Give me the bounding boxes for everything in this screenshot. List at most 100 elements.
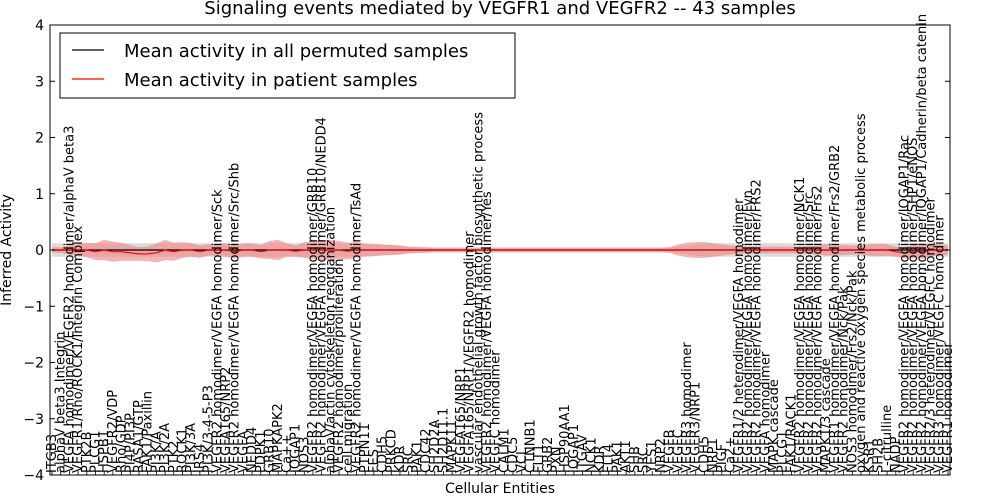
x-category-label: VEGFR2 homodimer/VEGFA homodimer/GRB10 — [306, 168, 321, 473]
x-category-label: PI3K/3A — [184, 423, 199, 473]
x-category-label: GRB10 — [262, 428, 277, 473]
y-tick-label: 3 — [35, 74, 44, 90]
x-category-label: FES — [367, 449, 382, 473]
y-tick-label: 1 — [35, 187, 44, 203]
x-category-label: KSR1 — [863, 439, 878, 473]
x-category-label: HSPB1 — [97, 430, 112, 473]
x-category-label: VEGFA165/NRP1/VEGFR2 homodimer — [463, 231, 478, 473]
x-category-label: MAPK1/3 cascade — [819, 358, 834, 473]
x-category-label: VEGFR1/Rho/ROCK1/Integrin Complex — [71, 225, 86, 473]
x-category-label: VEGFR3 homodimer — [680, 342, 695, 473]
x-category-label: NRP1 — [706, 438, 721, 473]
x-category-label: VEGFR1 homodimer — [941, 342, 956, 473]
x-category-label: VEGFR2 homodimer/VEGFA homodimer/Src — [802, 192, 817, 473]
x-category-label: VEGFR2 homodimer/VEGFA homodimer/Fyn — [741, 190, 756, 473]
x-category-label: IRS4 — [193, 444, 208, 473]
x-category-label: VEGFR2 homodimer/VEGFA homodimer/Frs2 — [811, 185, 826, 473]
x-category-label: KDR — [593, 445, 608, 473]
x-category-label: VEGFR1 homodimer/VEGFA homodimer/Frs2/GR… — [828, 145, 843, 473]
x-category-label: PI3K/A — [149, 431, 164, 473]
y-tick-label: 2 — [35, 131, 44, 147]
line-series-1 — [52, 249, 948, 255]
x-category-label: AKT1 — [619, 440, 634, 473]
x-category-label: VEGFB — [663, 429, 678, 473]
x-category-label: SRC — [637, 447, 652, 473]
x-category-label: VEGFC homodimer — [489, 350, 504, 473]
x-category-label: NCK1 — [584, 437, 599, 473]
x-category-label: PIGF — [715, 444, 730, 473]
x-category-label: VEGFA165/NRP2 — [219, 367, 234, 473]
y-tick-label: −4 — [23, 468, 44, 484]
x-category-label: IQGAP1 — [567, 424, 582, 473]
x-category-label: VEGFR2 homodimer/VEGFA homodimer/Sck — [210, 189, 225, 473]
x-category-label: VEGFR2 homodimer/VEGFA homodimer/SHP1/eN… — [906, 138, 921, 473]
y-tick-label: 0 — [35, 243, 44, 259]
x-category-label: VCL — [515, 447, 530, 473]
legend-label-permuted: Mean activity in all permuted samples — [124, 41, 468, 62]
x-category-label: VEGFR2 homodimer/VEGFA homodimer/Src/Shb — [228, 163, 243, 473]
x-category-label: VEGFR1/2 heterodimer/VEGFA homodimer — [732, 198, 747, 473]
x-category-label: SH2D2A — [428, 419, 443, 473]
plot-frame — [49, 24, 951, 476]
x-category-label: Rho/GDP — [115, 415, 130, 473]
x-category-label: VEGFA — [236, 431, 251, 473]
x-category-label: PRKCD — [384, 429, 399, 473]
x-category-label: VEGFR2 homodimer/VEGFA homodimer/Yes — [480, 191, 495, 473]
x-category-label: vascular endothelial growth factor biosy… — [471, 112, 486, 473]
x-category-label: PI3K/3-4-5-P3 — [202, 385, 217, 473]
x-category-label: MAPK11 — [445, 420, 460, 473]
x-category-label: Ca++ — [280, 434, 295, 473]
x-category-label: Ca2+ — [724, 437, 739, 473]
x-category-label: cell migration — [341, 384, 356, 473]
y-axis-ticks: −4 −3 −2 −1 0 1 2 3 4 — [23, 18, 950, 484]
x-category-label: PI3K/2A — [158, 423, 173, 473]
y-axis-label: Inferred Activity — [0, 194, 15, 306]
x-category-label: IQGAP1 — [289, 424, 304, 473]
x-category-label: MAPK cascade — [767, 379, 782, 473]
x-axis-label: Cellular Entities — [445, 481, 555, 497]
x-category-label: PTK2B — [80, 432, 95, 474]
y-tick-label: −1 — [23, 299, 44, 315]
x-category-label: ROCK1 — [175, 428, 190, 473]
x-category-label: NOS3 homodimer/Frs2/Nck/Pak — [845, 270, 860, 473]
x-category-label: PI4P/PI3P — [123, 413, 138, 473]
band-series-1 — [52, 239, 948, 263]
x-category-label: CDH5 — [376, 436, 391, 473]
x-category-label: PLCG1 — [776, 430, 791, 473]
x-category-label: VEGFR2 homodimer/VEGFA homodimer/GRB10/N… — [315, 117, 330, 473]
x-category-label: SH2B — [871, 438, 886, 473]
x-category-label: NADP — [889, 436, 904, 473]
x-category-label: VEGFA homodimer — [758, 351, 773, 473]
x-category-label: PAK1 — [410, 440, 425, 473]
x-category-label: VEGFA165/NRP1 — [454, 367, 469, 473]
x-category-label: VEGFR2 homodimer/Nck/Pak — [837, 286, 852, 473]
series-lines — [52, 249, 948, 255]
x-category-label: alphaV/actin cytoskeleton reorganization — [323, 207, 338, 473]
x-category-label: VEGFR2 homodimer/VEGFA homodimer/IQGAP1/… — [898, 135, 913, 473]
x-category-label: HSP90AA1 — [558, 404, 573, 473]
x-category-label: VEGFR2 homodimer/proliferation — [332, 259, 347, 473]
x-category-label: VEGFR2/3 heterodimer/VEGFC homodimer — [924, 196, 939, 473]
legend-label-patient: Mean activity in patient samples — [124, 70, 418, 91]
x-category-label: CDC5 — [506, 437, 521, 473]
chart-title: Signaling events mediated by VEGFR1 and … — [204, 0, 795, 19]
x-category-label: MAPKAPK2 — [271, 403, 286, 473]
x-category-label: FAK1/RACK1 — [784, 394, 799, 473]
x-category-label: RASA1/GTP — [132, 400, 147, 473]
x-category-label: oxygen and reactive oxygen species metab… — [854, 113, 869, 473]
y-tick-label: 4 — [35, 18, 44, 34]
x-category-label: SH2D11.1 — [436, 408, 451, 473]
x-category-label: FLT1 — [532, 444, 547, 473]
x-category-label: FAK1/Paxillin — [141, 391, 156, 473]
x-category-label: VEGFR3 homodimer/VEGFC homodimer — [932, 215, 947, 473]
x-category-label: NRP2 — [654, 438, 669, 473]
x-category-label: SHB — [628, 446, 643, 473]
legend: Mean activity in all permuted samples Me… — [59, 32, 516, 99]
x-category-label: ITGB3 — [45, 434, 60, 473]
x-category-label: SRC — [402, 447, 417, 473]
x-category-label: GRB2 — [541, 437, 556, 473]
x-category-label: CDH5 — [697, 436, 712, 473]
x-category-label: VEGFR2 homodimer/VEGFA homodimer/IQGAP1/… — [915, 14, 930, 473]
